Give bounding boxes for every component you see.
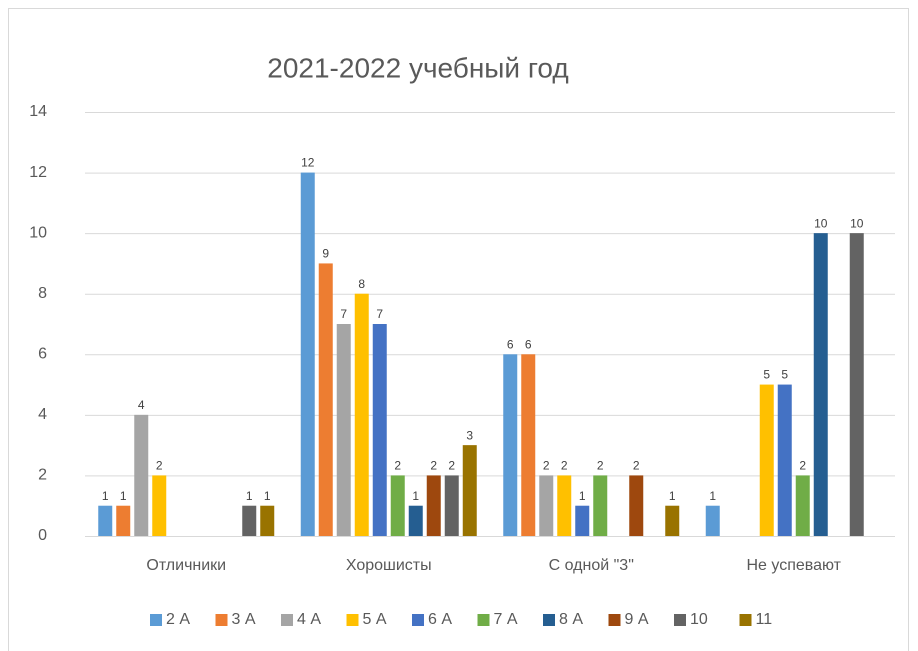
bar [795,475,810,536]
bar [521,354,536,536]
legend-label: 8 А [559,611,583,628]
legend-label: 3 А [232,611,256,628]
x-tick-label: Не успевают [747,557,842,574]
bar [354,293,369,536]
data-label: 2 [633,459,640,473]
y-tick-label: 12 [29,164,47,181]
legend-label: 6 А [428,611,452,628]
legend-swatch [739,614,752,626]
data-label: 7 [376,307,383,321]
bar [665,505,680,536]
y-tick-label: 2 [38,467,47,484]
y-tick-label: 14 [29,103,47,120]
bar [336,324,351,536]
x-tick-label: Отличники [146,557,226,574]
bar [318,263,333,536]
data-label: 3 [466,428,473,442]
data-label: 5 [781,368,788,382]
bar [134,414,149,536]
data-label: 2 [543,459,550,473]
y-tick-label: 10 [29,224,47,241]
legend-label: 5 А [363,611,387,628]
data-label: 2 [799,459,806,473]
bar [152,475,167,536]
legend-label: 9 А [625,611,649,628]
legend-swatch [674,614,686,626]
legend-label: 2 А [166,611,190,628]
bar [98,505,113,536]
data-label: 2 [156,459,163,473]
data-label: 6 [525,337,532,351]
y-tick-label: 6 [38,346,47,363]
data-label: 1 [264,489,271,503]
legend-swatch [281,614,293,626]
data-label: 5 [763,368,770,382]
bar [759,384,774,536]
bar [777,384,792,536]
data-label: 1 [412,489,419,503]
data-label: 7 [340,307,347,321]
data-label: 4 [138,398,145,412]
y-tick-label: 0 [38,527,47,544]
data-label: 1 [709,489,716,503]
bar [629,475,644,536]
data-label: 8 [358,277,365,291]
data-label: 10 [850,216,864,230]
bar [116,505,131,536]
data-label: 1 [246,489,253,503]
bar [575,505,590,536]
bar [705,505,720,536]
legend-swatch [608,614,621,626]
bar [300,172,315,537]
data-label: 2 [448,459,455,473]
data-label: 1 [102,489,109,503]
bar [390,475,405,536]
chart-border [8,8,909,651]
bar [408,505,423,536]
data-label: 2 [561,459,568,473]
legend-swatch [215,614,228,626]
bar [593,475,608,536]
x-tick-label: Хорошисты [346,557,432,574]
data-label: 2 [430,459,437,473]
bar [462,445,477,536]
bar [242,505,257,536]
data-label: 2 [394,459,401,473]
data-label: 2 [597,459,604,473]
bar [503,354,518,536]
legend-label: 4 А [297,611,321,628]
legend-swatch [543,614,555,626]
data-label: 12 [301,156,315,170]
bar [372,324,387,536]
data-label: 9 [322,247,329,261]
legend-label: 11 [756,611,773,628]
bar [849,233,864,536]
bar [539,475,554,536]
bar [426,475,441,536]
legend-label: 10 [690,611,708,628]
legend-swatch [150,614,162,626]
bar [260,505,275,536]
y-tick-label: 4 [38,406,47,423]
chart-title: 2021-2022 учебный год [267,52,568,83]
data-label: 1 [120,489,127,503]
y-tick-label: 8 [38,285,47,302]
data-label: 1 [669,489,676,503]
bar [444,475,459,536]
bar [813,233,828,536]
legend-label: 7 А [494,611,518,628]
data-label: 1 [579,489,586,503]
bar [557,475,572,536]
legend-swatch [477,614,490,626]
legend-swatch [412,614,424,626]
legend-swatch [346,614,359,626]
data-label: 6 [507,337,514,351]
x-tick-label: С одной "3" [549,557,634,574]
data-label: 10 [814,216,828,230]
